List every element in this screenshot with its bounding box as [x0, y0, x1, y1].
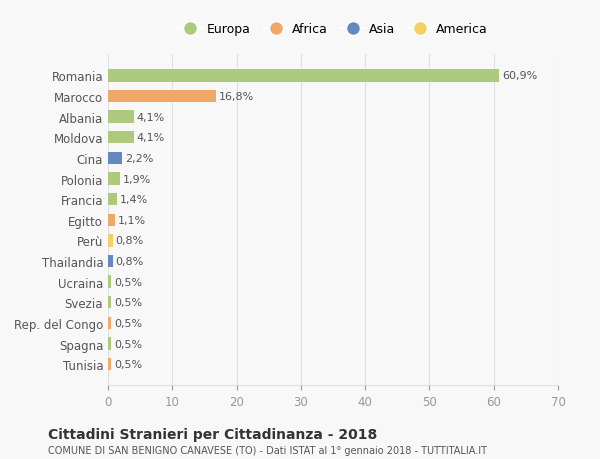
- Text: 1,4%: 1,4%: [119, 195, 148, 205]
- Bar: [108, 214, 115, 226]
- Text: 60,9%: 60,9%: [502, 71, 538, 81]
- Legend: Europa, Africa, Asia, America: Europa, Africa, Asia, America: [173, 18, 493, 41]
- Bar: [108, 276, 111, 288]
- Bar: [108, 70, 499, 83]
- Text: Cittadini Stranieri per Cittadinanza - 2018: Cittadini Stranieri per Cittadinanza - 2…: [48, 427, 377, 441]
- Text: COMUNE DI SAN BENIGNO CANAVESE (TO) - Dati ISTAT al 1° gennaio 2018 - TUTTITALIA: COMUNE DI SAN BENIGNO CANAVESE (TO) - Da…: [48, 445, 487, 455]
- Bar: [108, 173, 120, 185]
- Bar: [108, 111, 134, 123]
- Text: 4,1%: 4,1%: [137, 112, 165, 123]
- Text: 0,5%: 0,5%: [114, 339, 142, 349]
- Text: 0,8%: 0,8%: [116, 257, 144, 267]
- Text: 2,2%: 2,2%: [125, 154, 153, 163]
- Text: 1,9%: 1,9%: [123, 174, 151, 184]
- Text: 0,5%: 0,5%: [114, 297, 142, 308]
- Bar: [108, 338, 111, 350]
- Bar: [108, 152, 122, 165]
- Text: 1,1%: 1,1%: [118, 215, 146, 225]
- Text: 16,8%: 16,8%: [218, 92, 254, 102]
- Text: 0,5%: 0,5%: [114, 277, 142, 287]
- Bar: [108, 317, 111, 330]
- Bar: [108, 132, 134, 144]
- Bar: [108, 297, 111, 309]
- Bar: [108, 194, 117, 206]
- Bar: [108, 255, 113, 268]
- Text: 0,5%: 0,5%: [114, 318, 142, 328]
- Text: 0,8%: 0,8%: [116, 236, 144, 246]
- Text: 4,1%: 4,1%: [137, 133, 165, 143]
- Bar: [108, 358, 111, 370]
- Bar: [108, 91, 216, 103]
- Bar: [108, 235, 113, 247]
- Text: 0,5%: 0,5%: [114, 359, 142, 369]
